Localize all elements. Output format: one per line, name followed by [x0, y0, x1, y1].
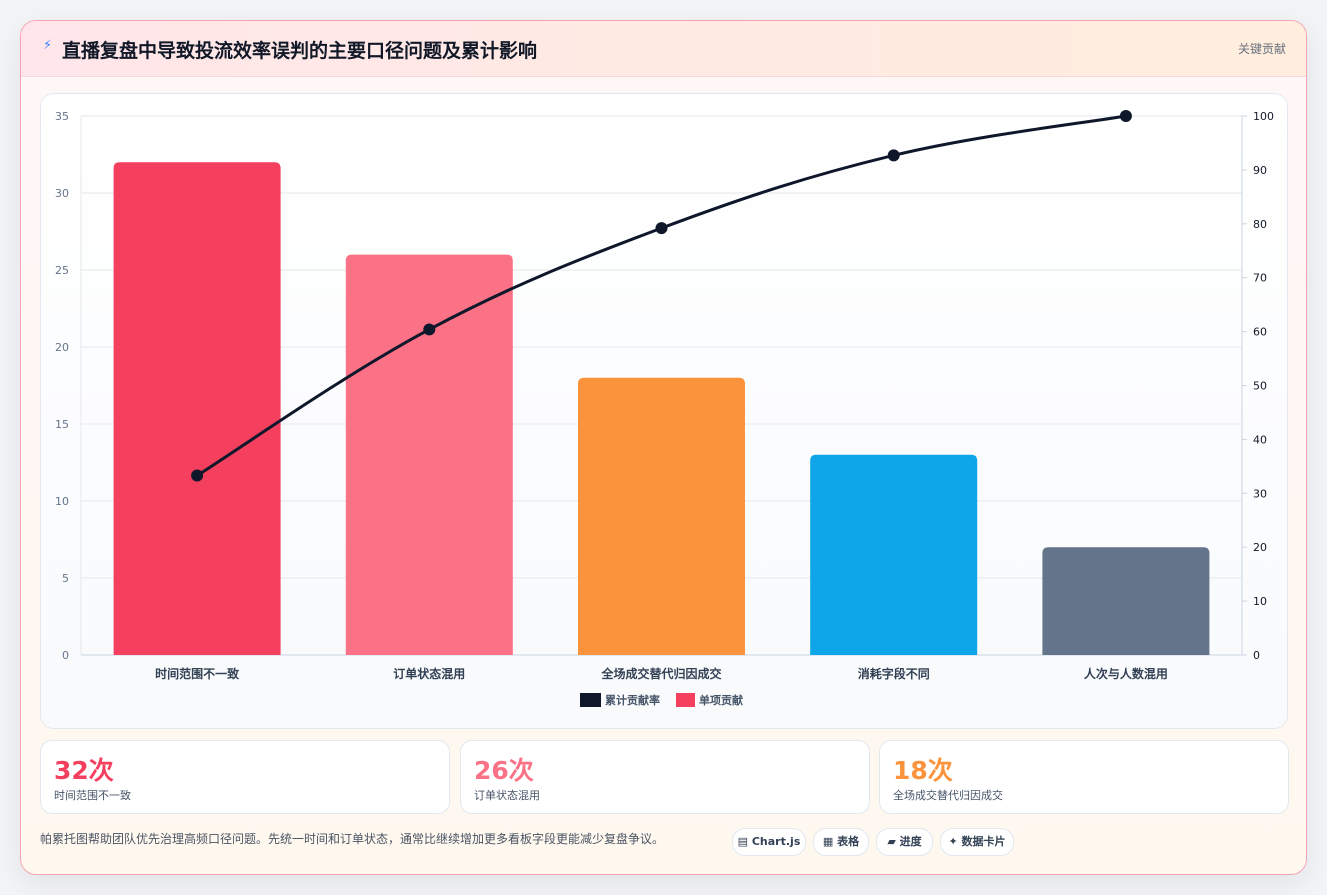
bar-5 — [1042, 547, 1210, 655]
card-icon: ✦ — [948, 835, 958, 848]
x-tick-label: 时间范围不一致 — [155, 666, 240, 681]
legend-label-contribution: 单项贡献 — [699, 693, 743, 707]
y-left-tick-label: 5 — [62, 572, 69, 585]
y-left-tick-label: 0 — [62, 649, 69, 662]
table-icon: ▦ — [822, 835, 834, 848]
chip-table[interactable]: ▦ 表格 — [813, 828, 869, 856]
chip-label: Chart.js — [751, 835, 801, 848]
pareto-chart: 0 5 10 15 20 25 30 35 0 10 20 30 40 50 60 70 80 90 100 时间范围… — [41, 94, 1287, 728]
y-left-tick-label: 35 — [55, 110, 69, 123]
x-tick-label: 人次与人数混用 — [1084, 666, 1168, 681]
bar-1 — [113, 162, 281, 655]
stat-card-3: 18次 全场成交替代归因成交 — [879, 740, 1289, 814]
y-left-tick-label: 10 — [55, 495, 69, 508]
chip-data-card[interactable]: ✦ 数据卡片 — [940, 828, 1014, 856]
footer-note: 帕累托图帮助团队优先治理高频口径问题。先统一时间和订单状态，通常比继续增加更多看… — [40, 832, 665, 846]
chip-label: 数据卡片 — [961, 835, 1006, 848]
cumulative-point-5 — [1119, 110, 1132, 122]
cumulative-point-1 — [191, 469, 204, 482]
chart-icon: ▤ — [737, 835, 749, 848]
y-left-tick-label: 25 — [55, 264, 69, 277]
cumulative-point-3 — [655, 222, 668, 235]
chart-panel: 0 5 10 15 20 25 30 35 0 10 20 30 40 50 60 70 80 90 100 时间范围… — [40, 93, 1288, 729]
y-right-tick-label: 0 — [1253, 649, 1260, 662]
cumulative-point-4 — [887, 149, 900, 162]
stat-label-2: 订单状态混用 — [474, 789, 540, 802]
legend-swatch-cumulative — [580, 693, 601, 707]
y-right-tick-label: 20 — [1253, 541, 1267, 554]
bar-2 — [345, 254, 513, 655]
y-right-tick-label: 80 — [1253, 218, 1267, 231]
x-tick-label: 消耗字段不同 — [858, 666, 930, 681]
legend-label-cumulative: 累计贡献率 — [605, 693, 660, 707]
y-right-tick-label: 40 — [1253, 433, 1267, 446]
stat-card-1: 32次 时间范围不一致 — [40, 740, 450, 814]
y-left-tick-label: 15 — [55, 418, 69, 431]
legend-swatch-contribution — [676, 693, 695, 707]
chip-label: 表格 — [837, 835, 860, 848]
stat-card-2: 26次 订单状态混用 — [460, 740, 870, 814]
y-right-tick-label: 90 — [1253, 164, 1267, 177]
y-left-tick-label: 30 — [55, 187, 69, 200]
lightning-icon: ⚡ — [43, 38, 53, 53]
page-title: 直播复盘中导致投流效率误判的主要口径问题及累计影响 — [62, 40, 538, 62]
stat-value-3: 18次 — [893, 756, 953, 785]
chip-label: 进度 — [899, 835, 922, 848]
y-right-tick-label: 30 — [1253, 487, 1267, 500]
chip-progress[interactable]: ▰ 进度 — [876, 828, 933, 856]
y-right-tick-label: 60 — [1253, 326, 1267, 339]
x-tick-label: 订单状态混用 — [393, 666, 465, 681]
bar-4 — [810, 454, 978, 655]
key-contribution-link[interactable]: 关键贡献 — [1237, 42, 1286, 56]
x-tick-label: 全场成交替代归因成交 — [600, 666, 721, 681]
y-right-tick-label: 70 — [1253, 272, 1267, 285]
stat-value-1: 32次 — [54, 756, 114, 785]
y-left-tick-label: 20 — [55, 341, 69, 354]
y-right-tick-label: 50 — [1253, 380, 1267, 393]
chip-chartjs[interactable]: ▤ Chart.js — [732, 828, 806, 856]
bar-3 — [578, 377, 745, 655]
y-right-tick-label: 10 — [1253, 595, 1267, 608]
stat-value-2: 26次 — [474, 756, 534, 785]
y-right-tick-label: 100 — [1253, 110, 1274, 123]
progress-icon: ▰ — [887, 835, 896, 848]
cumulative-point-2 — [423, 323, 436, 336]
stat-label-1: 时间范围不一致 — [54, 789, 131, 802]
report-card: ⚡ 直播复盘中导致投流效率误判的主要口径问题及累计影响 关键贡献 0 5 10 15 2… — [20, 20, 1307, 875]
card-header: ⚡ 直播复盘中导致投流效率误判的主要口径问题及累计影响 关键贡献 — [21, 21, 1306, 77]
stat-label-3: 全场成交替代归因成交 — [893, 789, 1003, 802]
